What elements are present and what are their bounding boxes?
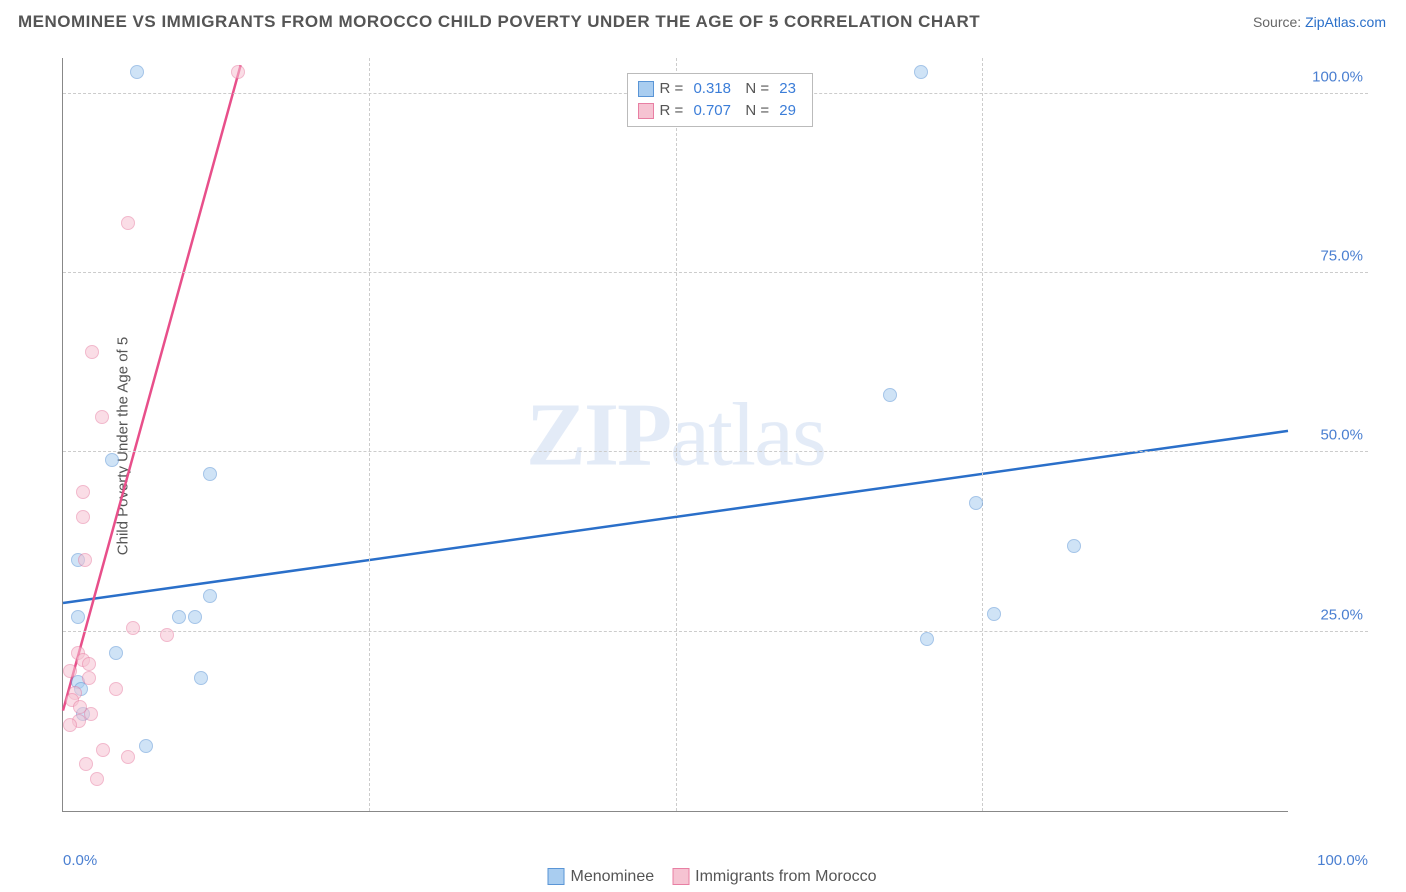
scatter-point: [105, 453, 119, 467]
v-gridline: [676, 58, 677, 811]
scatter-point: [121, 750, 135, 764]
stats-legend-row: R = 0.318 N = 23: [638, 78, 802, 100]
scatter-point: [914, 65, 928, 79]
scatter-point: [82, 671, 96, 685]
scatter-point: [78, 553, 92, 567]
scatter-point: [188, 610, 202, 624]
scatter-point: [96, 743, 110, 757]
source-label: Source:: [1253, 14, 1305, 30]
scatter-point: [1067, 539, 1081, 553]
scatter-point: [130, 65, 144, 79]
scatter-point: [194, 671, 208, 685]
scatter-point: [203, 589, 217, 603]
y-tick-label: 75.0%: [1320, 248, 1363, 265]
y-tick-label: 25.0%: [1320, 606, 1363, 623]
stats-legend-row: R = 0.707 N = 29: [638, 100, 802, 122]
scatter-point: [987, 607, 1001, 621]
scatter-point: [139, 739, 153, 753]
stats-legend: R = 0.318 N = 23R = 0.707 N = 29: [627, 73, 813, 127]
v-gridline: [982, 58, 983, 811]
h-gridline: [63, 451, 1368, 452]
h-gridline: [63, 631, 1368, 632]
chart-container: ZIPatlas 25.0%50.0%75.0%100.0%0.0%100.0%…: [52, 48, 1368, 852]
scatter-point: [109, 682, 123, 696]
scatter-point: [63, 718, 77, 732]
source-link[interactable]: ZipAtlas.com: [1305, 14, 1386, 30]
legend-swatch: [672, 868, 689, 885]
source-attribution: Source: ZipAtlas.com: [1253, 14, 1386, 30]
scatter-point: [95, 410, 109, 424]
scatter-point: [109, 646, 123, 660]
scatter-point: [883, 388, 897, 402]
trend-line: [63, 65, 241, 710]
scatter-point: [90, 772, 104, 786]
scatter-point: [121, 216, 135, 230]
scatter-point: [71, 610, 85, 624]
scatter-point: [79, 757, 93, 771]
scatter-point: [85, 345, 99, 359]
plot-area: ZIPatlas 25.0%50.0%75.0%100.0%0.0%100.0%…: [62, 58, 1288, 812]
x-tick-label: 0.0%: [63, 852, 97, 869]
scatter-point: [160, 628, 174, 642]
v-gridline: [369, 58, 370, 811]
scatter-point: [920, 632, 934, 646]
scatter-point: [84, 707, 98, 721]
legend-label: Menominee: [571, 868, 655, 885]
scatter-point: [172, 610, 186, 624]
scatter-point: [969, 496, 983, 510]
chart-title: MENOMINEE VS IMMIGRANTS FROM MOROCCO CHI…: [18, 12, 980, 32]
h-gridline: [63, 272, 1368, 273]
scatter-point: [231, 65, 245, 79]
scatter-point: [126, 621, 140, 635]
y-tick-label: 100.0%: [1312, 68, 1363, 85]
scatter-point: [82, 657, 96, 671]
legend-swatch: [548, 868, 565, 885]
x-tick-label: 100.0%: [1317, 852, 1368, 869]
scatter-point: [76, 510, 90, 524]
y-tick-label: 50.0%: [1320, 427, 1363, 444]
scatter-point: [63, 664, 77, 678]
legend-label: Immigrants from Morocco: [695, 868, 876, 885]
scatter-point: [203, 467, 217, 481]
scatter-point: [76, 485, 90, 499]
bottom-legend: Menominee Immigrants from Morocco: [530, 868, 877, 886]
